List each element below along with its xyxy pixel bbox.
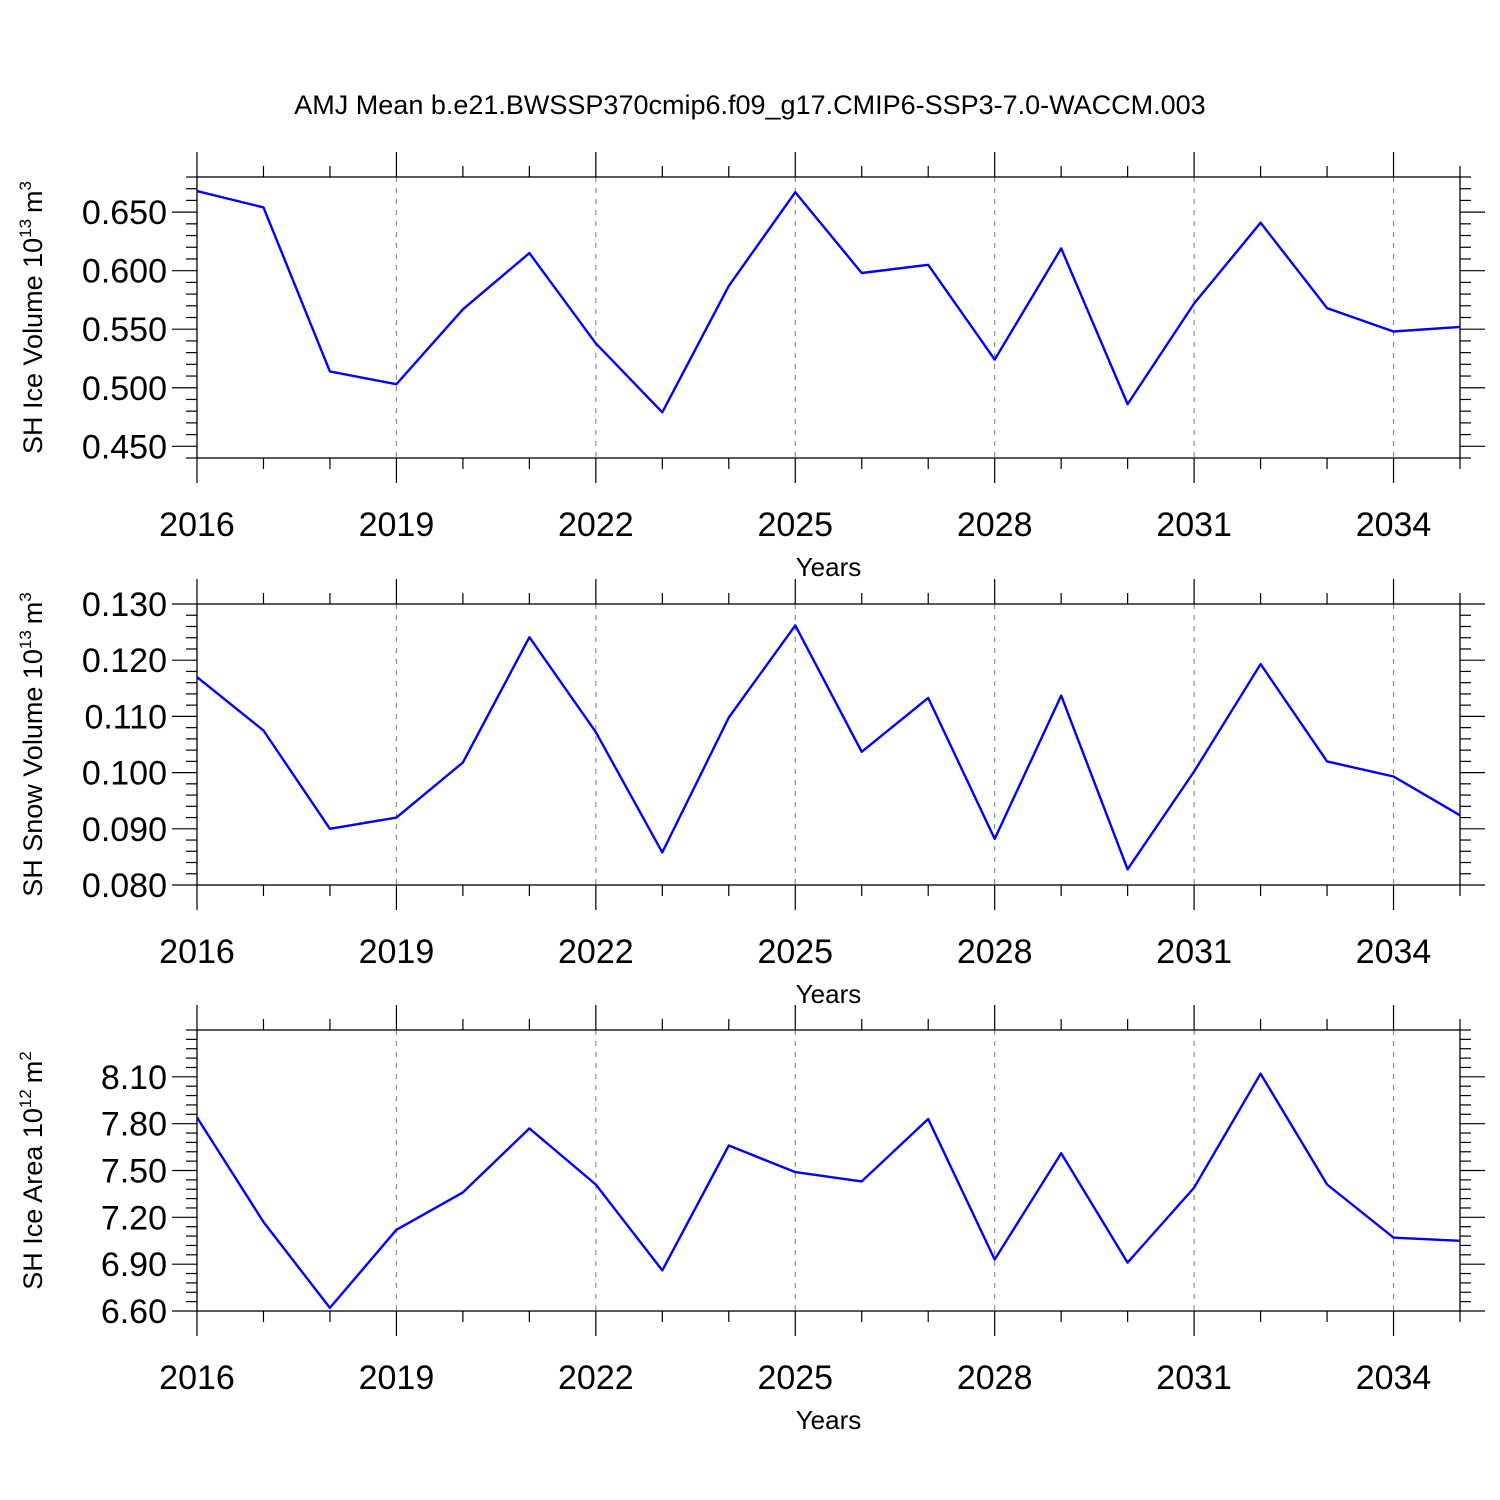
y-axis-label-exponent: 13 <box>16 219 35 238</box>
y-axis-label-unit: m <box>18 190 48 213</box>
y-tick-label: 0.120 <box>82 642 167 680</box>
x-tick-label: 2016 <box>159 1359 235 1397</box>
y-tick-label: 0.090 <box>82 811 167 849</box>
x-tick-label: 2031 <box>1156 506 1232 544</box>
y-axis-label: SH Ice Area 1012 m2 <box>16 1051 48 1290</box>
y-axis-label-unit: m <box>18 602 48 625</box>
y-axis-label: SH Snow Volume 1013 m3 <box>16 592 48 897</box>
y-tick-label: 8.10 <box>101 1059 167 1097</box>
x-tick-label: 2022 <box>558 933 634 971</box>
y-axis-label-unit-exponent: 3 <box>16 592 35 601</box>
y-axis-label-base: SH Ice Area 10 <box>18 1108 48 1290</box>
x-tick-label: 2028 <box>957 506 1033 544</box>
y-tick-label: 7.50 <box>101 1153 167 1191</box>
y-tick-label: 0.600 <box>82 253 167 291</box>
x-tick-label: 2028 <box>957 1359 1033 1397</box>
y-tick-label: 0.450 <box>82 428 167 466</box>
y-axis-label-unit-exponent: 3 <box>16 181 35 190</box>
x-tick-label: 2022 <box>558 1359 634 1397</box>
series-line <box>195 1072 1461 1310</box>
plot-frame <box>196 603 1461 886</box>
y-tick-label: 0.080 <box>82 867 167 905</box>
y-axis-label-base: SH Snow Volume 10 <box>18 649 48 897</box>
x-tick-label: 2025 <box>757 933 833 971</box>
x-tick-label: 2031 <box>1156 1359 1232 1397</box>
x-tick-label: 2031 <box>1156 933 1232 971</box>
x-tick-label: 2028 <box>957 933 1033 971</box>
series-line <box>196 624 1461 871</box>
y-tick-label: 0.650 <box>82 194 167 232</box>
y-tick-label: 6.90 <box>101 1246 167 1284</box>
x-axis-label: Years <box>796 979 862 1009</box>
x-axis-label: Years <box>796 1405 862 1435</box>
panel-1: 2016 2019 2022 2025 2028 2031 2034 0.450 0.500 0.… <box>16 152 1485 582</box>
y-axis-label-unit: m <box>18 1061 48 1084</box>
x-tick-label: 2022 <box>558 506 634 544</box>
y-tick-label: 7.20 <box>101 1199 167 1237</box>
x-axis-label: Years <box>796 552 862 582</box>
y-tick-label: 0.110 <box>84 698 167 736</box>
figure-title: AMJ Mean b.e21.BWSSP370cmip6.f09_g17.CMI… <box>294 90 1205 120</box>
x-tick-label: 2025 <box>757 1359 833 1397</box>
y-tick-label: 0.130 <box>82 586 167 624</box>
x-tick-label: 2019 <box>359 506 435 544</box>
x-tick-label: 2034 <box>1356 933 1432 971</box>
y-axis-label-base: SH Ice Volume 10 <box>18 238 48 454</box>
panels: 2016 2019 2022 2025 2028 2031 2034 0.450 0.500 0.… <box>16 152 1485 1435</box>
y-axis-label-exponent: 12 <box>16 1089 35 1108</box>
y-tick-label: 7.80 <box>101 1106 167 1144</box>
y-tick-label: 0.550 <box>82 311 167 349</box>
x-tick-label: 2016 <box>159 506 235 544</box>
y-tick-label: 0.100 <box>82 755 167 793</box>
panel-2: 2016 2019 2022 2025 2028 2031 2034 0.080 0.090 0.… <box>16 579 1485 1009</box>
y-tick-label: 0.500 <box>82 370 167 408</box>
x-tick-label: 2019 <box>359 933 435 971</box>
y-tick-label: 6.60 <box>101 1293 167 1331</box>
x-tick-label: 2025 <box>757 506 833 544</box>
series-line <box>196 189 1461 414</box>
panel-3: 2016 2019 2022 2025 2028 2031 2034 6.60 6.90 7.20… <box>16 1005 1485 1435</box>
x-tick-label: 2019 <box>359 1359 435 1397</box>
y-axis-label-unit-exponent: 2 <box>16 1051 35 1060</box>
y-axis-label: SH Ice Volume 1013 m3 <box>16 181 48 454</box>
plot-frame <box>196 176 1461 459</box>
y-axis-label-exponent: 13 <box>16 630 35 649</box>
x-tick-label: 2034 <box>1356 506 1432 544</box>
x-tick-label: 2016 <box>159 933 235 971</box>
plot-frame <box>196 1029 1461 1312</box>
x-tick-label: 2034 <box>1356 1359 1432 1397</box>
